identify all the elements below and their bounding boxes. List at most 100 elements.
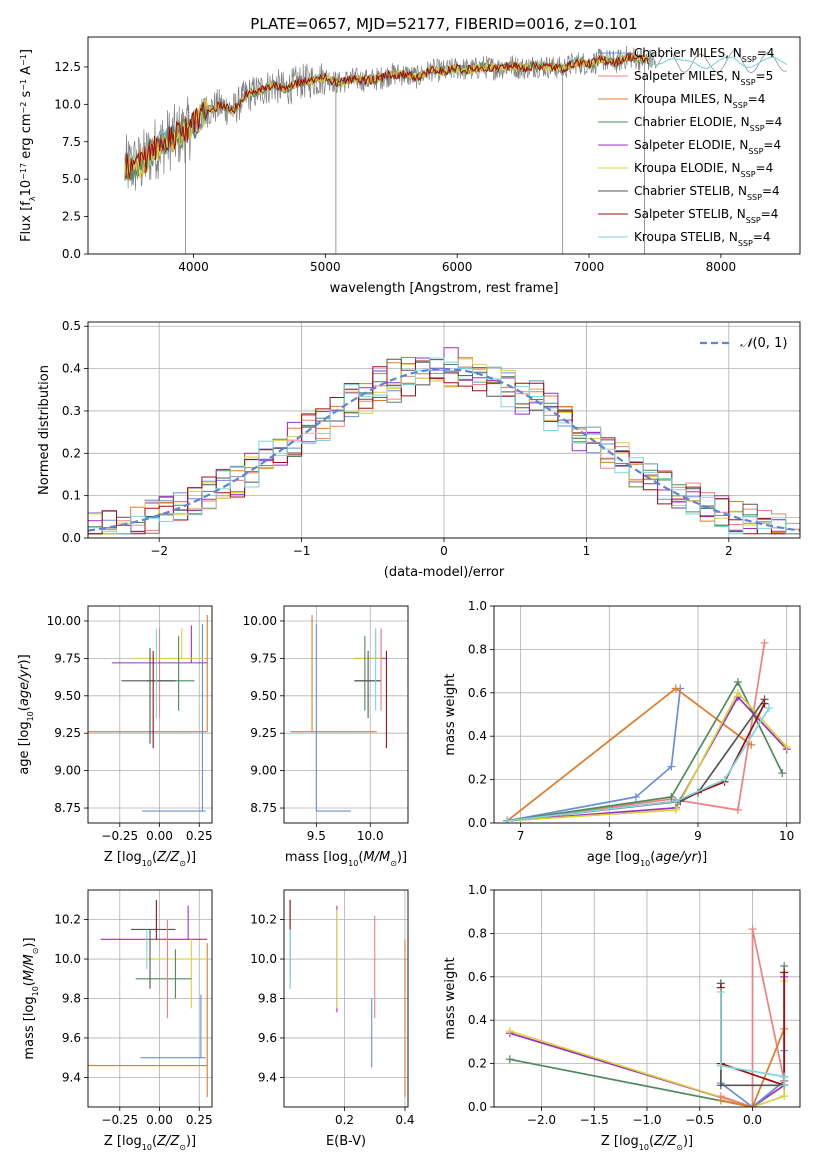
x-tick-label: 0: [440, 544, 448, 558]
y-tick-label: 9.6: [62, 1031, 81, 1045]
axes-weight-vs-Z: −2.0 −1.5 −1.0 −0.5 0.0 0.0 0.2 0.4 0.6 0.8 1.0 Z […: [443, 883, 801, 1152]
x-tick-label: −1.0: [632, 1113, 661, 1127]
y-tick-label: 1.0: [468, 883, 487, 897]
x-tick-label: 10.0: [357, 829, 384, 843]
plot-area: [494, 890, 800, 1107]
y-tick-label: 9.4: [62, 1070, 81, 1084]
axes-frame: [283, 605, 409, 824]
y-tick-label: 10.0: [54, 952, 81, 966]
x-tick-label: 0.25: [186, 1113, 213, 1127]
legend-entry: Chabrier ELODIE, NSSP=4: [634, 115, 782, 133]
axes-frame: [87, 889, 213, 1108]
y-axis-label: mass [log10(M/M⊙)]: [22, 937, 40, 1059]
model-line-extension: [648, 56, 788, 69]
axes-frame: [283, 889, 409, 1108]
weight-line-chabrier-elodie: [507, 680, 784, 822]
x-tick-label: −2: [150, 544, 168, 558]
residual-hist-salpeter-stelib: [88, 360, 800, 535]
y-tick-label: 9.50: [54, 689, 81, 703]
x-tick-label: −1.5: [580, 1113, 609, 1127]
reference-gaussian-line: [88, 367, 800, 532]
legend-entry: Salpeter ELODIE, NSSP=4: [634, 138, 781, 156]
y-tick-label: 8.75: [54, 801, 81, 815]
y-tick-label: 2.5: [62, 210, 81, 224]
x-tick-label: −1: [293, 544, 311, 558]
y-tick-label: 0.0: [62, 247, 81, 261]
weight-line-kroupa-stelib: [720, 992, 786, 1086]
y-tick-label: 10.00: [243, 614, 277, 628]
axes-frame: [87, 605, 213, 824]
x-tick-label: 1: [583, 544, 591, 558]
plot-area: [494, 606, 800, 823]
model-line-chabrier-miles: [124, 52, 649, 182]
y-tick-label: 0.0: [62, 531, 81, 545]
y-tick-label: 0.3: [62, 404, 81, 418]
y-axis-label: mass weight: [443, 957, 458, 1039]
y-tick-label: 0.6: [468, 970, 487, 984]
x-axis-label: age [log10(age/yr)]: [587, 850, 707, 868]
x-tick-label: 10: [779, 829, 794, 843]
x-tick-label: 0.0: [743, 1113, 762, 1127]
y-tick-label: 9.8: [258, 992, 277, 1006]
y-tick-label: 12.5: [54, 60, 81, 74]
y-tick-label: 9.25: [54, 726, 81, 740]
x-tick-label: 0.2: [335, 1113, 354, 1127]
weight-line-salpeter-miles: [507, 642, 766, 822]
y-tick-label: 10.0: [54, 97, 81, 111]
x-tick-label: 7000: [574, 260, 605, 274]
y-tick-label: 9.00: [250, 764, 277, 778]
x-tick-label: 0.25: [186, 829, 213, 843]
axes-age-vs-Z: −0.25 0.00 0.25 8.75 9.00 9.25 9.50 9.75 10.00 Z …: [17, 605, 213, 868]
y-tick-label: 10.2: [54, 913, 81, 927]
x-tick-label: 2: [725, 544, 733, 558]
x-tick-label: −0.5: [685, 1113, 714, 1127]
y-tick-label: 1.0: [468, 599, 487, 613]
axes-frame: [493, 605, 801, 824]
legend-entry: Salpeter STELIB, NSSP=4: [634, 207, 778, 225]
axes-residuals: −2 −1 0 1 2 0.0 0.1 0.2 0.3 0.4 0.5 (data-model)/er…: [37, 319, 801, 580]
weight-line-kroupa-miles: [506, 687, 752, 822]
axes-weight-vs-age: 7 8 9 10 0.0 0.2 0.4 0.6 0.8 1.0 age [log10(age/yr…: [443, 599, 801, 868]
x-tick-label: −0.25: [101, 1113, 138, 1127]
y-tick-label: 9.25: [250, 726, 277, 740]
y-axis-label: age [log10(age/yr)]: [17, 654, 35, 774]
legend: 𝒩(0, 1): [700, 336, 787, 351]
plot-area: [88, 322, 800, 538]
legend-entry: Chabrier STELIB, NSSP=4: [634, 184, 780, 202]
legend-entry: Chabrier MILES, NSSP=4: [634, 46, 774, 64]
weight-line-salpeter-miles: [720, 928, 786, 1107]
x-axis-label: Z [log10(Z/Z⊙)]: [104, 1134, 196, 1152]
y-tick-label: 10.0: [250, 952, 277, 966]
y-tick-label: 0.8: [468, 926, 487, 940]
residual-hist-chabrier-stelib: [88, 358, 800, 535]
weight-line-chabrier-miles: [507, 688, 682, 822]
y-tick-label: 0.1: [62, 489, 81, 503]
legend-entry: Kroupa ELODIE, NSSP=4: [634, 161, 773, 179]
x-axis-label: wavelength [Angstrom, rest frame]: [330, 281, 559, 296]
y-tick-label: 0.0: [468, 1100, 487, 1114]
x-tick-label: 5000: [310, 260, 341, 274]
axes-spectrum: 4000 5000 6000 7000 8000 0.0 2.5 5.0 7.5 10.0 12.5…: [19, 36, 801, 296]
plot-area: [284, 606, 408, 823]
y-tick-label: 10.2: [250, 913, 277, 927]
legend-entry: Kroupa STELIB, NSSP=4: [634, 230, 771, 248]
x-tick-label: 0.00: [146, 1113, 173, 1127]
legend-entry: 𝒩(0, 1): [740, 336, 787, 351]
y-tick-label: 8.75: [250, 801, 277, 815]
axes-mass-vs-EBV: 0.2 0.4 9.4 9.6 9.8 10.0 10.2 E(B-V): [250, 889, 415, 1149]
legend: Chabrier MILES, NSSP=4 Salpeter MILES, NS…: [598, 46, 782, 248]
y-tick-label: 9.6: [258, 1031, 277, 1045]
x-axis-label: Z [log10(Z/Z⊙)]: [601, 1134, 693, 1152]
x-axis-label: (data-model)/error: [384, 565, 505, 580]
y-tick-label: 10.00: [47, 614, 81, 628]
plot-area: [88, 890, 212, 1107]
y-tick-label: 0.4: [468, 729, 487, 743]
y-tick-label: 5.0: [62, 172, 81, 186]
plot-area: [88, 606, 212, 823]
x-tick-label: 8: [605, 829, 613, 843]
x-axis-label: Z [log10(Z/Z⊙)]: [104, 850, 196, 868]
x-tick-label: 9.5: [307, 829, 326, 843]
y-tick-label: 0.2: [468, 1057, 487, 1071]
x-tick-label: 0.4: [395, 1113, 414, 1127]
y-tick-label: 9.8: [62, 992, 81, 1006]
